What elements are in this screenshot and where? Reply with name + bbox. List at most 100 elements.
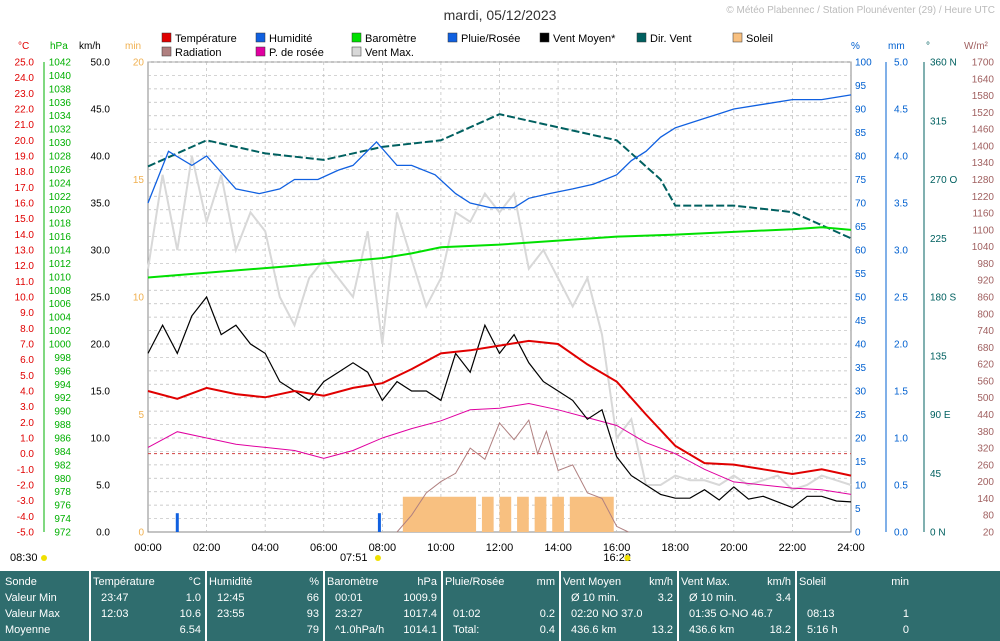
dir-tick: 360 N (930, 58, 957, 69)
series-temp-rature (147, 339, 852, 477)
baro-tick: 990 (54, 407, 71, 418)
legend-label: P. de rosée (269, 47, 324, 59)
rain-tick: 1.0 (894, 434, 908, 445)
baro-tick: 982 (54, 460, 71, 471)
chart-title: mardi, 05/12/2023 (444, 7, 557, 23)
summary-time: Ø 10 min. (689, 592, 737, 604)
legend-swatch (161, 46, 172, 57)
rad-tick: 1640 (972, 74, 995, 85)
legend-label: Dir. Vent (650, 33, 692, 45)
baro-tick: 978 (54, 487, 71, 498)
summary-time: 12:03 (101, 608, 129, 620)
x-tick: 06:00 (310, 542, 338, 554)
summary-time: Total: (453, 624, 480, 636)
summary-value: 6.54 (179, 624, 201, 636)
summary-value: 18.2 (769, 624, 791, 636)
rain-tick: 3.0 (894, 246, 908, 257)
summary-time: 5:16 h (807, 624, 838, 636)
baro-tick: 1030 (49, 138, 72, 149)
rad-tick: 1400 (972, 141, 995, 152)
dir-tick: 270 O (930, 175, 957, 186)
rad-tick: 740 (977, 326, 994, 337)
sun-tick: 10 (133, 293, 145, 304)
hum-tick: 95 (855, 81, 867, 92)
x-tick: 10:00 (427, 542, 455, 554)
summary-time: 23:55 (217, 608, 245, 620)
rad-tick: 860 (977, 293, 994, 304)
x-tick: 18:00 (661, 542, 689, 554)
summary-value: 66 (306, 592, 319, 604)
dir-tick: 180 S (930, 293, 956, 304)
rad-tick: 380 (977, 427, 994, 438)
temp-tick: 7.0 (20, 340, 34, 351)
legend-swatch (255, 32, 266, 43)
legend-swatch (447, 32, 458, 43)
series-p-de-ros-e (147, 402, 852, 495)
sun-tick: 15 (133, 175, 145, 186)
hum-tick: 45 (855, 316, 867, 327)
summary-unit: km/h (649, 576, 673, 588)
plot-area (147, 61, 852, 533)
summary-row-label: Valeur Max (5, 608, 60, 620)
hum-tick: 60 (855, 246, 867, 257)
x-tick: 22:00 (779, 542, 807, 554)
wind-tick: 15.0 (91, 387, 111, 398)
dir-tick: 315 (930, 116, 947, 127)
baro-tick: 988 (54, 420, 71, 431)
baro-tick: 1012 (49, 259, 72, 270)
rad-unit: W/m² (964, 41, 989, 52)
temp-tick: 23.0 (15, 89, 35, 100)
axes: -5.0 -4.0 -3.0 -2.0 -1.0 0.0 1.0 2.0 3.0 4.0 5.0 6.… (15, 41, 995, 539)
temp-tick: -4.0 (17, 512, 35, 523)
summary-header: Température (93, 576, 155, 588)
rad-tick: 560 (977, 376, 994, 387)
x-tick: 08:00 (369, 542, 397, 554)
wind-tick: 40.0 (91, 152, 111, 163)
summary-separator (205, 571, 207, 641)
baro-tick: 980 (54, 474, 71, 485)
temp-tick: 9.0 (20, 308, 34, 319)
rad-tick: 1280 (972, 175, 995, 186)
legend-swatch (351, 46, 362, 57)
summary-value: 0.2 (539, 608, 555, 620)
sunshine-bar (481, 496, 494, 532)
summary-unit: °C (188, 576, 201, 588)
summary-value: 3.2 (657, 592, 673, 604)
dir-unit: ° (926, 41, 930, 52)
rad-tick: 1340 (972, 158, 995, 169)
x-tick: 00:00 (134, 542, 162, 554)
x-tick: 12:00 (486, 542, 514, 554)
temp-tick: 5.0 (20, 371, 34, 382)
weather-chart: mardi, 05/12/2023 © Météo Plabennec / St… (10, 5, 995, 564)
rad-tick: 620 (977, 360, 994, 371)
summary-header: Humidité (209, 576, 253, 588)
baro-tick: 974 (54, 514, 71, 525)
sun-icon (374, 555, 381, 561)
baro-tick: 1006 (49, 299, 72, 310)
x-tick: 20:00 (720, 542, 748, 554)
summary-row-label: Valeur Min (5, 592, 57, 604)
dir-tick: 90 E (930, 410, 951, 421)
rad-tick: 800 (977, 309, 994, 320)
hum-tick: 20 (855, 434, 867, 445)
temp-tick: 14.0 (15, 230, 35, 241)
hum-tick: 15 (855, 457, 867, 468)
hum-tick: 5 (855, 504, 861, 515)
summary-value: 1014.1 (403, 624, 437, 636)
rad-tick: 500 (977, 393, 994, 404)
temp-tick: 0.0 (20, 449, 34, 460)
summary-time: 01:02 (453, 608, 481, 620)
hum-tick: 0 (855, 528, 861, 539)
summary-separator (89, 571, 91, 641)
hum-tick: 85 (855, 128, 867, 139)
rad-tick: 20 (983, 528, 995, 539)
summary-separator (323, 571, 325, 641)
dir-tick: 0 N (930, 528, 946, 539)
rad-tick: 260 (977, 460, 994, 471)
rad-tick: 1100 (972, 225, 994, 236)
wind-tick: 50.0 (91, 58, 111, 69)
sun-tick: 0 (138, 528, 144, 539)
hum-tick: 65 (855, 222, 867, 233)
rad-tick: 440 (977, 410, 994, 421)
rain-bar (377, 513, 381, 532)
